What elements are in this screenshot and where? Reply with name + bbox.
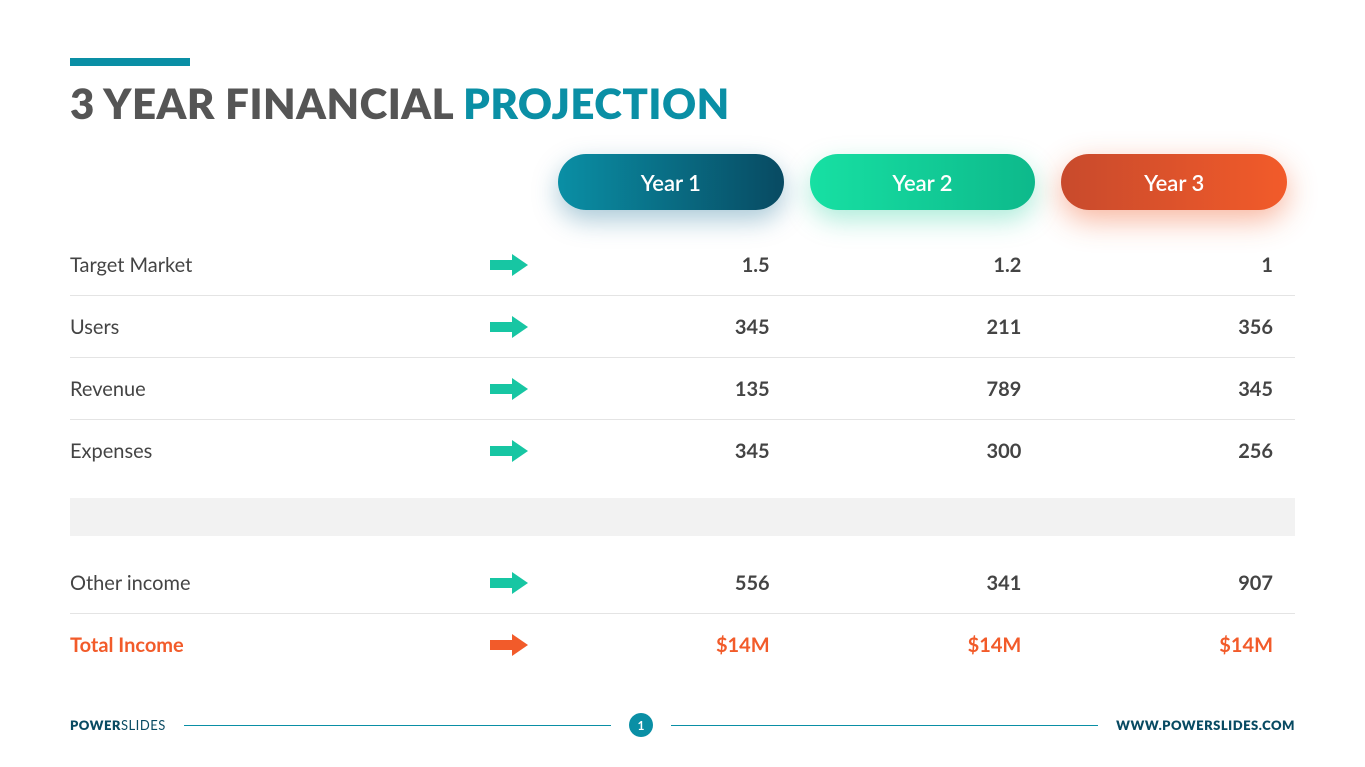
cell-year1: 135 (550, 377, 792, 401)
cell-year2: 789 (802, 377, 1044, 401)
projection-table: Year 1 Year 2 Year 3 Target Market 1.5 1… (70, 154, 1295, 676)
arrow-right-icon (490, 256, 530, 274)
column-header-year3: Year 3 (1061, 154, 1287, 210)
table-header-row: Year 1 Year 2 Year 3 (70, 154, 1295, 210)
column-header-year1: Year 1 (558, 154, 784, 210)
arrow-cell (480, 574, 540, 592)
cell-year3: 907 (1053, 571, 1295, 595)
arrow-cell (480, 256, 540, 274)
row-expenses: Expenses 345 300 256 (70, 420, 1295, 482)
row-label: Revenue (70, 377, 470, 401)
slide-title: 3 YEAR FINANCIAL PROJECTION (70, 80, 1295, 126)
row-label: Other income (70, 571, 470, 595)
footer-line-right (671, 725, 1098, 726)
footer-line-left (184, 725, 611, 726)
section-divider-band (70, 498, 1295, 536)
arrow-right-icon (490, 442, 530, 460)
footer-url: WWW.POWERSLIDES.COM (1116, 717, 1295, 733)
title-part-a: 3 YEAR FINANCIAL (70, 78, 463, 128)
arrow-right-icon (490, 574, 530, 592)
row-revenue: Revenue 135 789 345 (70, 358, 1295, 420)
cell-year1: 1.5 (550, 253, 792, 277)
arrow-cell (480, 318, 540, 336)
column-header-year2: Year 2 (810, 154, 1036, 210)
cell-year1: 345 (550, 315, 792, 339)
cell-year2: $14M (802, 633, 1044, 657)
arrow-right-icon (490, 318, 530, 336)
cell-year2: 341 (802, 571, 1044, 595)
row-users: Users 345 211 356 (70, 296, 1295, 358)
footer-brand: POWERSLIDES (70, 717, 166, 733)
title-part-b: PROJECTION (463, 78, 730, 128)
cell-year3: $14M (1053, 633, 1295, 657)
cell-year1: 345 (550, 439, 792, 463)
arrow-cell (480, 636, 540, 654)
cell-year2: 211 (802, 315, 1044, 339)
cell-year1: $14M (550, 633, 792, 657)
row-label: Total Income (70, 633, 470, 657)
page-number-badge: 1 (629, 713, 653, 737)
slide: 3 YEAR FINANCIAL PROJECTION Year 1 Year … (0, 0, 1365, 767)
arrow-cell (480, 442, 540, 460)
row-label: Target Market (70, 253, 470, 277)
slide-footer: POWERSLIDES 1 WWW.POWERSLIDES.COM (70, 713, 1295, 737)
row-other-income: Other income 556 341 907 (70, 552, 1295, 614)
row-total-income: Total Income $14M $14M $14M (70, 614, 1295, 676)
arrow-right-icon (490, 636, 530, 654)
footer-brand-bold: POWER (70, 717, 121, 733)
cell-year3: 1 (1053, 253, 1295, 277)
footer-brand-light: SLIDES (121, 717, 166, 733)
cell-year3: 256 (1053, 439, 1295, 463)
row-target-market: Target Market 1.5 1.2 1 (70, 234, 1295, 296)
row-label: Users (70, 315, 470, 339)
arrow-right-icon (490, 380, 530, 398)
cell-year2: 1.2 (802, 253, 1044, 277)
cell-year3: 356 (1053, 315, 1295, 339)
cell-year1: 556 (550, 571, 792, 595)
arrow-cell (480, 380, 540, 398)
row-label: Expenses (70, 439, 470, 463)
cell-year3: 345 (1053, 377, 1295, 401)
cell-year2: 300 (802, 439, 1044, 463)
title-accent-bar (70, 58, 190, 66)
